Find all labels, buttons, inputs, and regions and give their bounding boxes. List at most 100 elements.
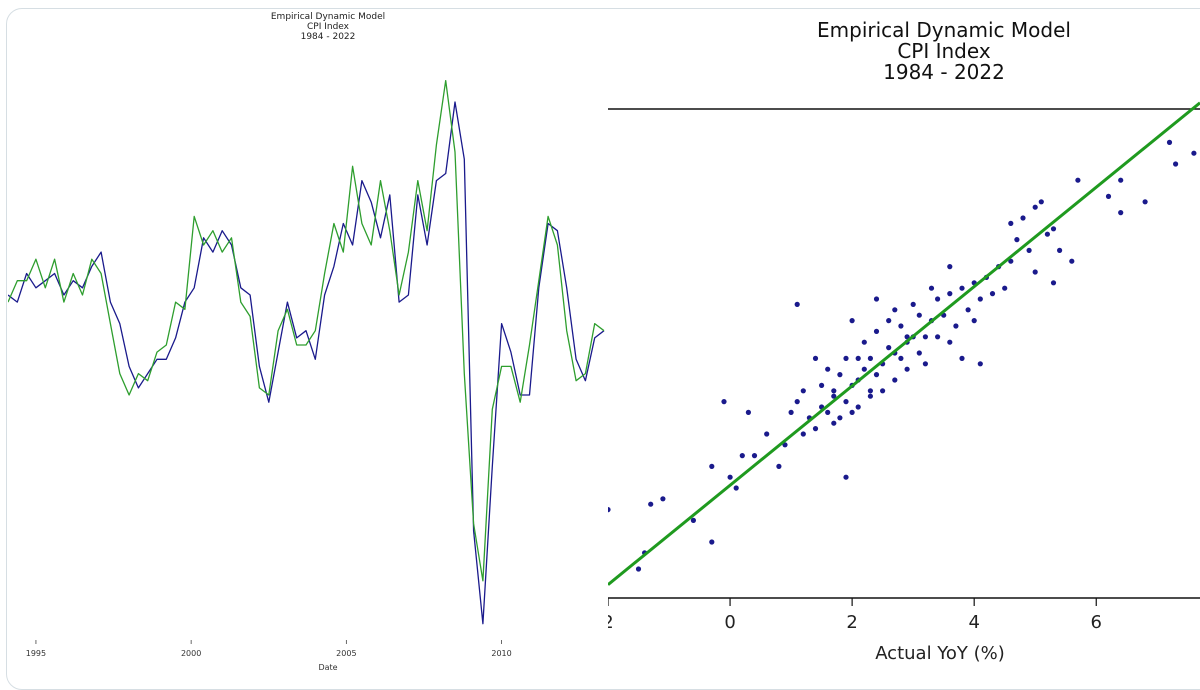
scatter-point [861,339,867,345]
scatter-point [886,318,892,324]
scatter-point [843,399,849,405]
scatter-point [861,366,867,372]
scatter-point [1026,247,1032,253]
scatter-point [709,463,715,469]
scatter-point [947,339,953,345]
scatter-x-tick-label: 0 [724,612,735,633]
scatter-point [1105,193,1112,199]
scatter-point [1020,215,1026,221]
scatter-point [837,372,843,378]
scatter-x-tick-label: 2 [608,612,614,633]
scatter-point [1008,258,1014,264]
scatter-point [1014,237,1020,243]
scatter-point [1057,247,1063,253]
line-chart-title: Empirical Dynamic Model [270,12,386,22]
line-x-tick-label: 1995 [26,649,46,658]
line-chart-subtitle-1: CPI Index [306,22,349,32]
scatter-point [977,296,983,302]
line-x-tick-label: 2010 [491,649,511,658]
scatter-point [935,334,941,340]
scatter-point [727,474,733,480]
scatter-point [916,350,922,356]
scatter-chart-subtitle-2: 1984 - 2022 [883,60,1005,84]
scatter-point [935,296,941,302]
scatter-point [916,312,922,318]
line-chart-subtitle-2: 1984 - 2022 [300,32,356,42]
scatter-point [977,361,983,367]
scatter-point [608,507,611,513]
scatter-point [904,366,910,372]
scatter-x-tick-label: 2 [846,612,857,633]
scatter-x-tick-label: 6 [1091,612,1102,633]
scatter-point [721,399,727,405]
scatter-point [855,404,861,410]
scatter-point [922,334,928,340]
card-frame [6,8,1200,690]
scatter-point [764,431,770,437]
scatter-point [788,409,794,415]
scatter-point [1118,210,1124,216]
scatter-point [1002,285,1008,291]
scatter-point [947,291,953,297]
scatter-point [794,399,800,405]
scatter-point [965,307,971,313]
scatter-point [1038,199,1044,205]
scatter-point [873,328,880,334]
scatter-point [751,453,758,459]
scatter-point [1166,139,1173,145]
line-x-tick-label: 2000 [181,649,201,658]
scatter-point [886,345,892,351]
scatter-point [953,323,959,329]
scatter-point [819,382,825,388]
scatter-chart-svg: 2 0 2 4 6 Actual YoY (%) [608,101,1200,664]
scatter-point [733,485,739,491]
scatter-point [739,453,745,459]
scatter-point [800,388,806,394]
scatter-x-axis-label: Actual YoY (%) [875,643,1005,664]
scatter-point [831,388,837,394]
scatter-point [1075,177,1081,183]
line-x-tick-label: 2005 [336,649,356,658]
scatter-point [892,307,898,313]
scatter-point [849,318,855,324]
scatter-point [800,431,806,437]
scatter-point [843,474,849,480]
scatter-point [873,372,880,378]
line-series-0 [8,101,605,625]
scatter-point [867,355,873,361]
scatter-point [1069,258,1075,264]
scatter-point [928,285,935,291]
scatter-point [1118,177,1124,183]
scatter-point [635,566,642,572]
scatter-chart-title: Empirical Dynamic Model [817,18,1071,42]
scatter-point [959,355,965,361]
scatter-point [709,539,715,545]
scatter-point [867,393,873,399]
scatter-fit-line [608,101,1200,586]
scatter-point [873,296,880,302]
scatter-point [898,323,904,329]
scatter-point [892,377,898,383]
scatter-point [898,355,904,361]
line-x-axis-label: Date [318,663,337,672]
scatter-point [1142,199,1148,205]
scatter-point [660,496,666,502]
scatter-point [1008,220,1014,226]
scatter-point [812,426,819,432]
scatter-point [1032,204,1038,210]
line-series-1 [8,79,605,582]
scatter-x-tick-label: 4 [968,612,979,633]
scatter-point [1050,280,1057,286]
scatter-point [843,355,849,361]
scatter-point [947,264,953,270]
scatter-point [690,517,696,523]
scatter-point [922,361,928,367]
scatter-chart-panel: Empirical Dynamic Model CPI Index 1984 -… [608,14,1200,679]
line-chart-panel: Empirical Dynamic Model CPI Index 1984 -… [8,12,608,676]
scatter-point [825,409,831,415]
scatter-point [648,501,654,507]
scatter-point [867,388,873,394]
scatter-point [776,463,782,469]
scatter-point [812,355,819,361]
scatter-point [855,355,861,361]
